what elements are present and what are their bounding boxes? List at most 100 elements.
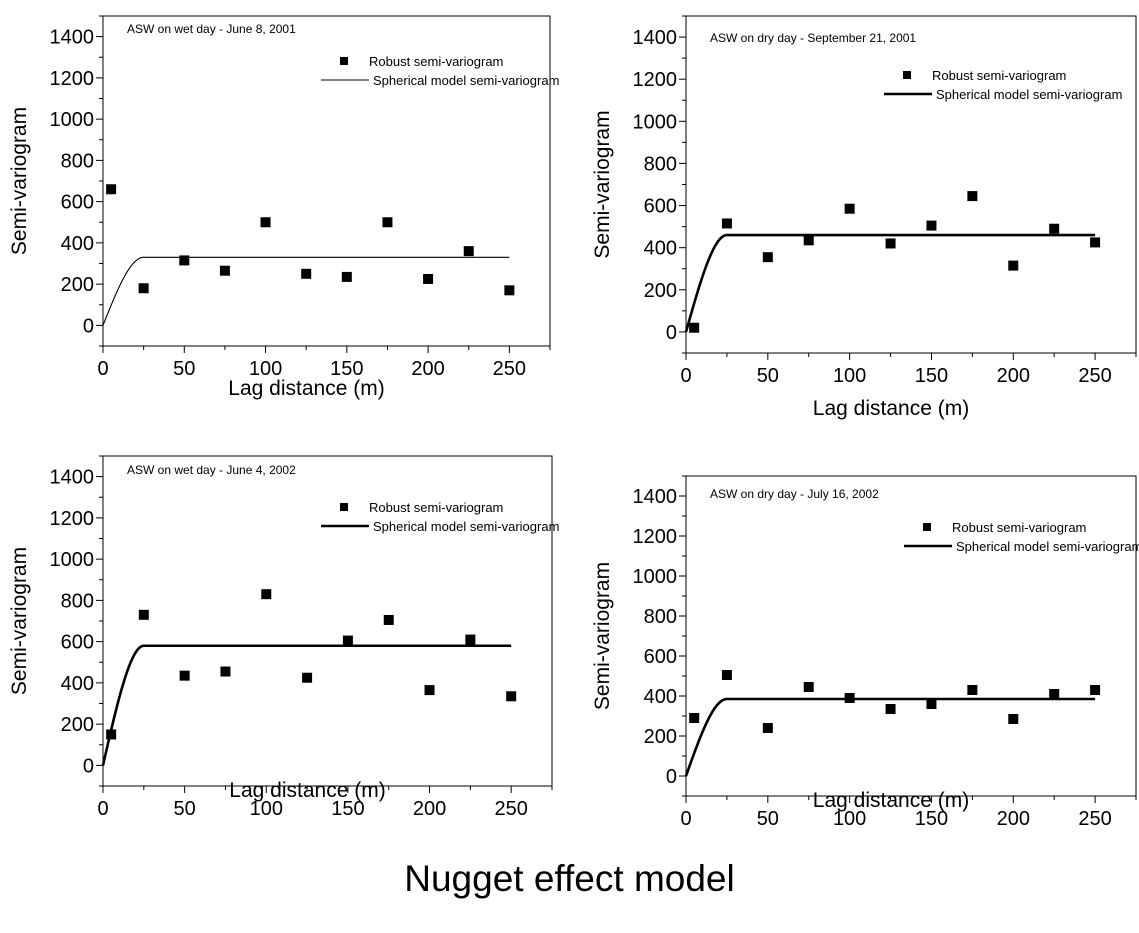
x-tick-label: 50 (174, 798, 196, 820)
x-tick-label: 50 (757, 808, 779, 830)
data-point (1008, 261, 1018, 271)
x-tick-label: 0 (680, 808, 691, 830)
data-point (302, 673, 312, 683)
y-tick-label: 400 (644, 238, 677, 260)
data-point (220, 667, 230, 677)
chart-title: ASW on dry day - July 16, 2002 (710, 487, 879, 501)
legend-marker (923, 523, 931, 531)
figure-caption: Nugget effect model (0, 858, 1139, 900)
y-tick-label: 1400 (50, 27, 95, 49)
data-point (689, 323, 699, 333)
x-tick-label: 100 (833, 365, 866, 387)
data-point (1090, 237, 1100, 247)
x-tick-label: 50 (173, 358, 195, 380)
data-point (504, 285, 514, 295)
data-point (804, 235, 814, 245)
data-point (384, 615, 394, 625)
data-point (886, 704, 896, 714)
model-line (103, 646, 511, 766)
data-point (382, 217, 392, 227)
chart-svg-3: 0 50 100 150 200 250 0 200 400 600 800 1000 1200 1400… (0, 440, 560, 860)
legend-label: Spherical model semi-variogram (373, 519, 559, 534)
legend-label: Robust semi-variogram (932, 68, 1066, 83)
chart-svg-4: 0 50 100 150 200 250 0 200 400 600 800 1000 1200 1400… (583, 460, 1139, 860)
y-axis-label: Semi-variogram (591, 562, 614, 710)
data-point (967, 685, 977, 695)
x-axis-label: Lag distance (m) (813, 397, 969, 420)
x-tick-label: 150 (915, 365, 948, 387)
y-tick-label: 800 (644, 153, 677, 175)
legend-label: Robust semi-variogram (369, 500, 503, 515)
plot-frame (686, 16, 1136, 353)
chart-panel-3: 0 50 100 150 200 250 0 200 400 600 800 1000 1200 1400… (0, 440, 560, 860)
data-point (343, 636, 353, 646)
data-point (845, 204, 855, 214)
legend-label: Robust semi-variogram (369, 54, 503, 69)
y-tick-label: 800 (61, 590, 94, 612)
data-point (1049, 689, 1059, 699)
x-tick-label: 250 (1078, 365, 1111, 387)
x-tick-label: 0 (97, 798, 108, 820)
chart-title: ASW on dry day - September 21, 2001 (710, 31, 916, 45)
data-point (425, 685, 435, 695)
y-tick-label: 600 (644, 646, 677, 668)
chart-panel-1: 0 50 100 150 200 250 0 200 400 600 800 1000 1200 1400… (0, 0, 560, 420)
data-point (261, 217, 271, 227)
y-tick-label: 1400 (633, 27, 678, 49)
data-point (423, 274, 433, 284)
y-tick-label: 1200 (50, 68, 95, 90)
data-point (1008, 714, 1018, 724)
y-tick-label: 1200 (50, 508, 95, 530)
chart-panel-4: 0 50 100 150 200 250 0 200 400 600 800 1000 1200 1400… (583, 460, 1139, 860)
y-tick-label: 0 (83, 315, 94, 337)
data-point (763, 723, 773, 733)
chart-svg-2: 0 50 100 150 200 250 0 200 400 600 800 1000 1200 1400… (583, 0, 1139, 430)
y-tick-label: 1000 (50, 109, 95, 131)
y-tick-label: 800 (61, 150, 94, 172)
y-tick-label: 1000 (633, 566, 678, 588)
chart-title: ASW on wet day - June 4, 2002 (127, 463, 296, 477)
model-line (103, 257, 509, 325)
x-tick-label: 0 (97, 358, 108, 380)
data-point (465, 635, 475, 645)
x-axis-label: Lag distance (m) (813, 789, 969, 812)
x-tick-label: 250 (1078, 808, 1111, 830)
data-point (220, 266, 230, 276)
x-axis-label: Lag distance (m) (228, 377, 384, 400)
chart-svg-1: 0 50 100 150 200 2500200400600800100012001400… (0, 0, 560, 420)
data-point (722, 670, 732, 680)
y-tick-label: 400 (61, 233, 94, 255)
y-tick-label: 400 (61, 673, 94, 695)
y-tick-label: 1000 (50, 549, 95, 571)
y-tick-label: 0 (666, 322, 677, 344)
data-point (886, 238, 896, 248)
data-point (1090, 685, 1100, 695)
y-axis-label: Semi-variogram (591, 110, 614, 258)
y-tick-label: 0 (666, 766, 677, 788)
legend-label: Spherical model semi-variogram (373, 73, 559, 88)
x-tick-label: 200 (997, 365, 1030, 387)
data-point (261, 589, 271, 599)
x-tick-label: 250 (493, 358, 526, 380)
x-tick-label: 200 (997, 808, 1030, 830)
model-line (686, 235, 1095, 332)
y-tick-label: 0 (83, 755, 94, 777)
data-point (342, 272, 352, 282)
y-tick-label: 600 (644, 196, 677, 218)
data-point (301, 269, 311, 279)
legend-marker (340, 57, 348, 65)
y-tick-label: 600 (61, 192, 94, 214)
data-point (926, 221, 936, 231)
y-tick-label: 1200 (633, 526, 678, 548)
data-point (106, 184, 116, 194)
y-tick-label: 1200 (633, 69, 678, 91)
data-point (722, 218, 732, 228)
legend-marker (903, 71, 911, 79)
data-point (180, 671, 190, 681)
y-tick-label: 1000 (633, 111, 678, 133)
y-tick-label: 200 (644, 280, 677, 302)
y-axis-label: Semi-variogram (8, 107, 31, 255)
y-tick-label: 400 (644, 686, 677, 708)
data-point (763, 252, 773, 262)
y-tick-label: 200 (61, 274, 94, 296)
